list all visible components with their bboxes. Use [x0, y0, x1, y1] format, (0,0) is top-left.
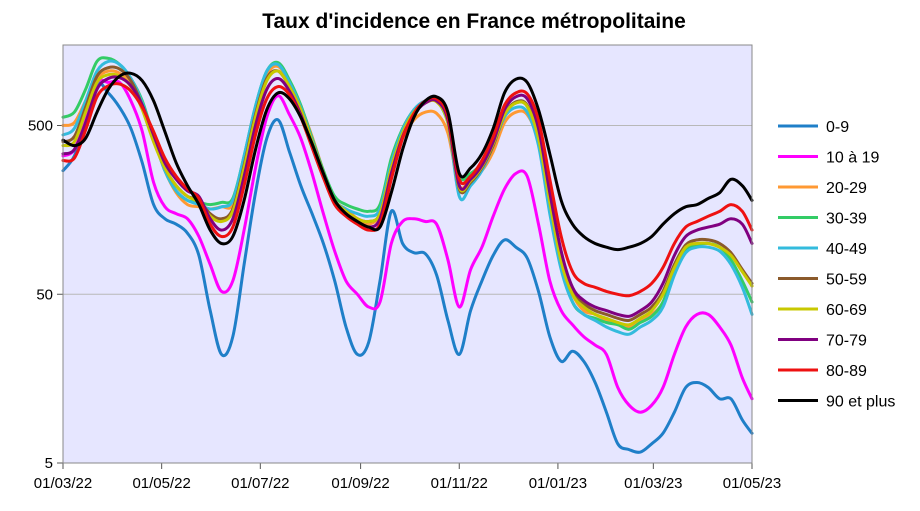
legend-label: 10 à 19: [826, 150, 879, 167]
series-line-10: [61, 71, 754, 252]
legend-label: 30-39: [826, 211, 867, 228]
legend-label: 90 et plus: [826, 394, 895, 411]
x-tick-label: 01/03/23: [624, 475, 682, 492]
plot-background: [63, 45, 752, 463]
legend-label: 60-69: [826, 302, 867, 319]
x-tick-label: 01/05/23: [723, 475, 781, 492]
y-axis: 5 50 500: [28, 45, 64, 472]
x-tick-label: 01/05/22: [132, 475, 190, 492]
legend-label: 20-29: [826, 180, 867, 197]
series-line-9: [61, 82, 754, 298]
plot-frame: [62, 44, 753, 464]
legend-label: 70-79: [826, 333, 867, 350]
legend-label: 80-89: [826, 363, 867, 380]
x-tick-label: 01/01/23: [529, 475, 587, 492]
legend-label: 50-59: [826, 272, 867, 289]
x-tick-label: 01/07/22: [231, 475, 289, 492]
x-tick-label: 01/11/22: [431, 475, 488, 492]
y-tick-label: 5: [45, 455, 53, 472]
x-tick-label: 01/03/22: [34, 475, 92, 492]
chart-title: Taux d'incidence en France métropolitain…: [262, 10, 686, 33]
y-tick-label: 500: [28, 118, 53, 135]
x-tick-label: 01/09/22: [331, 475, 389, 492]
legend-label: 40-49: [826, 241, 867, 258]
series-line-1: [61, 81, 754, 454]
legend-label: 0-9: [826, 119, 849, 136]
legend: 0-9 10 à 19 20-29 30-39 40-49 50-59 60-69 70-79…: [778, 119, 895, 411]
series-line-2: [61, 78, 754, 414]
x-axis: 01/03/22 01/05/22 01/07/22 01/09/22 01/11/22…: [34, 462, 781, 492]
y-tick-label: 50: [36, 286, 53, 303]
series-lines: [61, 56, 754, 454]
